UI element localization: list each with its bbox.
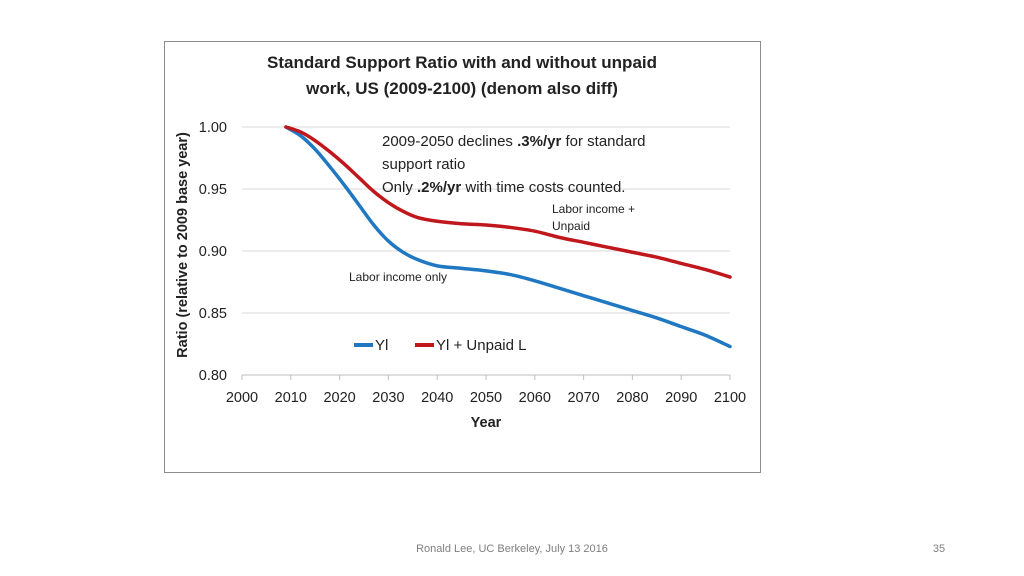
- x-tick-label: 2020: [323, 390, 355, 406]
- x-tick-label: 2030: [372, 390, 404, 406]
- y-axis-title: Ratio (relative to 2009 base year): [175, 132, 191, 358]
- x-tick-label: 2000: [226, 390, 258, 406]
- footer-text: Ronald Lee, UC Berkeley, July 13 2016: [416, 543, 608, 555]
- annotation-line1: 2009-2050 declines .3%/yr for standard: [382, 133, 646, 150]
- series-line-yl-unpaid: [284, 125, 732, 279]
- y-tick-label: 0.90: [199, 244, 227, 260]
- x-tick-label: 2070: [567, 390, 599, 406]
- chart-title-line1: Standard Support Ratio with and without …: [267, 53, 657, 72]
- legend-label-yl-unpaid: Yl + Unpaid L: [436, 337, 526, 354]
- y-tick-label: 0.95: [199, 182, 227, 198]
- x-tick-label: 2100: [714, 390, 746, 406]
- series-line-yl: [284, 125, 732, 349]
- upper-series-label-line1: Labor income +: [552, 202, 635, 216]
- lower-series-label: Labor income only: [349, 270, 447, 284]
- x-tick-label: 2060: [519, 390, 551, 406]
- x-tick-label: 2050: [470, 390, 502, 406]
- upper-series-label-line2: Unpaid: [552, 219, 590, 233]
- series-lines: [284, 125, 732, 349]
- x-tick-label: 2040: [421, 390, 453, 406]
- x-tick-label: 2080: [616, 390, 648, 406]
- page-number: 35: [932, 543, 946, 555]
- x-tick-label: 2010: [275, 390, 307, 406]
- gridlines: [241, 126, 731, 380]
- legend-label-yl: Yl: [375, 337, 388, 354]
- chart-title-line2: work, US (2009-2100) (denom also diff): [305, 79, 618, 98]
- y-tick-label: 0.85: [199, 306, 227, 322]
- x-tick-label: 2090: [665, 390, 697, 406]
- legend: Yl Yl + Unpaid L: [354, 337, 526, 354]
- y-tick-label: 1.00: [199, 120, 227, 136]
- annotation-line3: Only .2%/yr with time costs counted.: [382, 179, 625, 196]
- x-axis-title: Year: [471, 415, 502, 431]
- y-tick-label: 0.80: [199, 368, 227, 384]
- tick-labels: 0.80 0.85 0.90 0.95 1.00 2000 2010 2020 2030 2040…: [199, 120, 746, 406]
- annotation-line2: support ratio: [382, 156, 465, 173]
